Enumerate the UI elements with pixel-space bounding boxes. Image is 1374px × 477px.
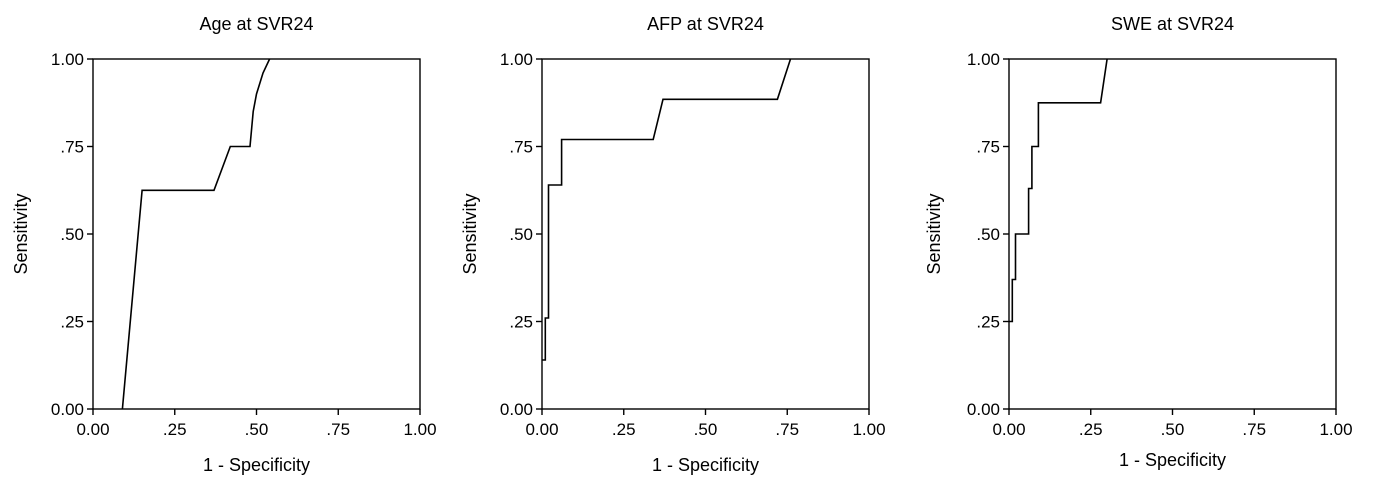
y-tick-label: .25 <box>60 313 84 332</box>
y-axis-label: Sensitivity <box>924 193 944 274</box>
plot-frame <box>92 58 421 410</box>
roc-curve <box>121 58 271 410</box>
y-tick-label: .75 <box>60 138 84 157</box>
x-tick-label: 0.00 <box>992 420 1025 439</box>
plot-frame <box>1008 58 1337 410</box>
x-tick-label: 1.00 <box>852 420 885 439</box>
x-axis-label: 1 - Specificity <box>203 455 310 475</box>
x-tick-label: 1.00 <box>1319 420 1352 439</box>
roc-curve <box>1009 58 1108 323</box>
x-tick-label: 1.00 <box>403 420 436 439</box>
x-tick-label: .25 <box>612 420 636 439</box>
y-tick-label: 1.00 <box>500 50 533 69</box>
y-tick-label: .25 <box>509 313 533 332</box>
x-tick-label: .50 <box>694 420 718 439</box>
y-tick-label: 0.00 <box>967 400 1000 419</box>
chart-title: SWE at SVR24 <box>1111 14 1234 34</box>
x-tick-label: .75 <box>326 420 350 439</box>
x-tick-label: 0.00 <box>76 420 109 439</box>
y-axis-label: Sensitivity <box>11 193 31 274</box>
roc-curve <box>542 58 792 361</box>
x-tick-label: 0.00 <box>525 420 558 439</box>
x-tick-label: .25 <box>1079 420 1103 439</box>
y-tick-label: .75 <box>509 138 533 157</box>
x-tick-label: .25 <box>163 420 187 439</box>
x-tick-label: .50 <box>245 420 269 439</box>
chart-title: AFP at SVR24 <box>647 14 764 34</box>
chart-title: Age at SVR24 <box>199 14 313 34</box>
y-tick-label: .50 <box>60 225 84 244</box>
y-tick-label: .50 <box>509 225 533 244</box>
x-tick-label: .75 <box>775 420 799 439</box>
y-tick-label: 1.00 <box>967 50 1000 69</box>
y-axis-label: Sensitivity <box>460 193 480 274</box>
plot-frame <box>541 58 870 410</box>
x-axis-label: 1 - Specificity <box>1119 450 1226 470</box>
y-tick-label: 0.00 <box>500 400 533 419</box>
y-tick-label: .75 <box>976 138 1000 157</box>
x-axis-label: 1 - Specificity <box>652 455 759 475</box>
y-tick-label: 0.00 <box>51 400 84 419</box>
x-tick-label: .75 <box>1242 420 1266 439</box>
y-tick-label: 1.00 <box>51 50 84 69</box>
y-tick-label: .25 <box>976 313 1000 332</box>
y-tick-label: .50 <box>976 225 1000 244</box>
x-tick-label: .50 <box>1161 420 1185 439</box>
